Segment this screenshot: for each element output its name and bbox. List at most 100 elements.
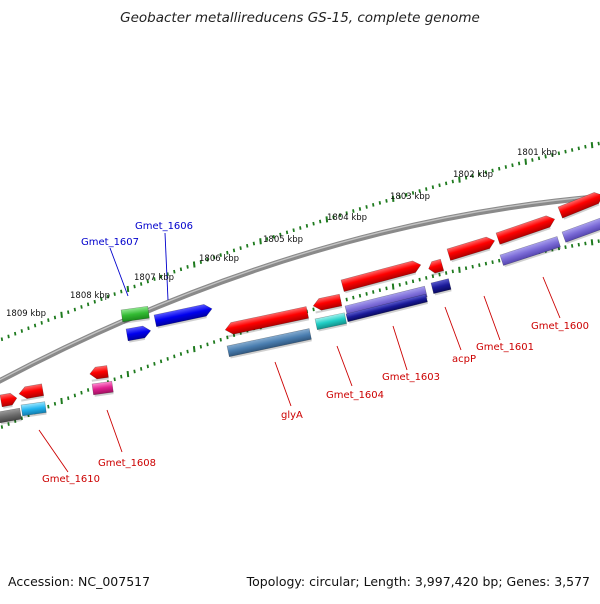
inner-tick bbox=[405, 281, 408, 285]
outer-scale-ticks bbox=[0, 141, 600, 342]
outer-tick bbox=[531, 158, 534, 162]
labels: 1809 kbp 1808 kbp 1807 kbp 1806 kbp 1805 kbp… bbox=[6, 148, 589, 485]
outer-tick bbox=[126, 285, 130, 293]
inner-tick bbox=[458, 266, 461, 273]
gene-label: Gmet_1608 bbox=[98, 458, 156, 469]
inner-tick bbox=[312, 307, 315, 312]
gene-glyA bbox=[224, 306, 310, 338]
outer-tick bbox=[14, 331, 17, 336]
gene-label: Gmet_1610 bbox=[42, 474, 100, 485]
gene-feature bbox=[561, 217, 600, 244]
outer-tick bbox=[438, 183, 441, 188]
outer-tick bbox=[471, 174, 474, 178]
outer-tick bbox=[146, 279, 149, 284]
outer-tick bbox=[93, 299, 96, 304]
inner-tick bbox=[597, 239, 600, 243]
inner-tick bbox=[431, 274, 435, 279]
gene-label: Gmet_1601 bbox=[476, 342, 534, 353]
gene-gmet-1606 bbox=[153, 304, 213, 329]
inner-tick bbox=[186, 349, 189, 354]
leader-line bbox=[164, 232, 169, 301]
outer-tick bbox=[27, 326, 30, 331]
outer-tick bbox=[86, 302, 90, 307]
inner-tick bbox=[53, 401, 57, 406]
outer-tick bbox=[551, 153, 554, 157]
outer-tick bbox=[299, 226, 302, 230]
outer-tick bbox=[325, 216, 329, 223]
inner-tick bbox=[206, 342, 209, 347]
inner-tick bbox=[418, 277, 421, 282]
inner-tick bbox=[385, 286, 388, 291]
inner-tick bbox=[577, 242, 580, 247]
outer-tick bbox=[570, 148, 574, 152]
outer-tick bbox=[192, 261, 196, 268]
outer-tick bbox=[113, 292, 116, 296]
outer-tick bbox=[166, 272, 169, 276]
outer-tick bbox=[133, 284, 136, 289]
inner-tick bbox=[153, 361, 156, 366]
inner-tick bbox=[80, 390, 83, 395]
leader-line bbox=[392, 325, 408, 371]
inner-tick bbox=[352, 295, 355, 300]
scale-label: 1806 kbp bbox=[199, 254, 239, 264]
inner-tick bbox=[199, 344, 203, 349]
inner-tick bbox=[590, 239, 594, 246]
gene-features bbox=[0, 192, 600, 425]
inner-tick bbox=[570, 244, 574, 248]
inner-tick bbox=[464, 266, 468, 271]
inner-tick bbox=[451, 269, 454, 274]
inner-tick bbox=[173, 354, 176, 359]
inner-tick bbox=[73, 393, 77, 398]
outer-tick bbox=[584, 144, 587, 149]
outer-tick bbox=[219, 253, 222, 257]
inner-tick bbox=[438, 272, 441, 277]
inner-tick bbox=[60, 397, 63, 405]
map-title: Geobacter metallireducens GS-15, complet… bbox=[120, 10, 480, 26]
outer-tick bbox=[338, 213, 342, 218]
outer-tick bbox=[292, 228, 295, 233]
inner-tick bbox=[584, 241, 587, 246]
outer-tick bbox=[491, 168, 494, 173]
inner-tick bbox=[86, 388, 90, 392]
gene-label: acpP bbox=[452, 354, 476, 365]
gene-feature bbox=[0, 407, 22, 425]
gene-feature bbox=[91, 380, 114, 397]
outer-tick bbox=[199, 260, 203, 264]
gene-label: Gmet_1607 bbox=[81, 237, 139, 248]
gene-feature bbox=[226, 328, 312, 359]
gene-gmet-1603 bbox=[340, 260, 422, 294]
outer-tick bbox=[537, 156, 541, 161]
inner-tick bbox=[179, 352, 183, 356]
outer-tick bbox=[153, 277, 156, 281]
leader-line bbox=[106, 409, 123, 453]
leader-line bbox=[542, 276, 561, 319]
inner-tick bbox=[47, 404, 50, 409]
outer-tick bbox=[564, 149, 567, 154]
outer-tick bbox=[106, 294, 110, 299]
outer-tick bbox=[544, 154, 547, 159]
gene-acpP bbox=[428, 258, 445, 277]
scale-label: 1802 kbp bbox=[453, 170, 493, 180]
accession-text: Accession: NC_007517 bbox=[8, 574, 151, 589]
outer-tick bbox=[352, 209, 355, 213]
inner-tick bbox=[498, 258, 501, 263]
outer-tick bbox=[40, 320, 43, 325]
outer-tick bbox=[391, 195, 395, 202]
inner-tick bbox=[564, 245, 567, 250]
inner-tick bbox=[120, 374, 123, 379]
gene-label: glyA bbox=[281, 410, 303, 421]
outer-tick bbox=[100, 297, 103, 302]
gene-arrow bbox=[125, 325, 152, 343]
inner-tick bbox=[484, 261, 488, 266]
outer-tick bbox=[557, 151, 561, 156]
outer-tick bbox=[73, 307, 77, 312]
genome-backbone-highlight bbox=[0, 195, 600, 381]
gene-feature bbox=[20, 401, 47, 418]
inner-tick bbox=[345, 297, 348, 302]
outer-tick bbox=[226, 250, 229, 255]
outer-tick bbox=[378, 201, 382, 205]
inner-tick bbox=[358, 293, 362, 298]
outer-tick bbox=[159, 274, 163, 279]
outer-tick bbox=[444, 181, 448, 186]
